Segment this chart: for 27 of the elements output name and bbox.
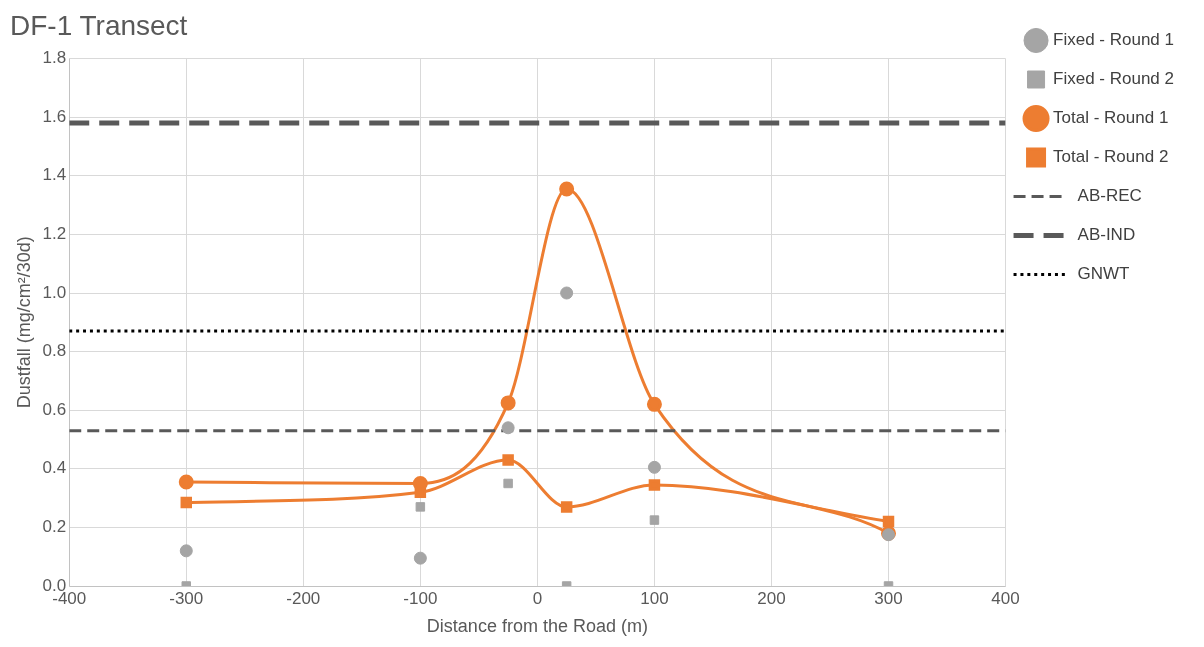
x-tick-label: -200 [286, 588, 321, 608]
legend-label: GNWT [1077, 264, 1130, 284]
x-tick-label: 100 [640, 588, 669, 608]
y-tick-label: 0.2 [42, 517, 67, 537]
x-tick-label: 300 [874, 588, 903, 608]
chart-title: DF-1 Transect [10, 9, 188, 41]
x-axis-title: Distance from the Road (m) [426, 616, 648, 637]
y-tick-label: 1.6 [42, 106, 67, 126]
y-tick-label: 1.8 [42, 48, 67, 68]
x-tick-label: 400 [991, 588, 1020, 608]
x-tick-label: -300 [169, 588, 204, 608]
y-tick-label: 1.0 [42, 282, 67, 302]
legend-label: AB-REC [1077, 186, 1142, 206]
legend-label: Total - Round 1 [1053, 108, 1169, 128]
legend-label: Fixed - Round 2 [1053, 69, 1174, 89]
x-tick-label: -100 [403, 588, 438, 608]
y-tick-label: 1.2 [42, 224, 67, 244]
legend-label: Total - Round 2 [1053, 147, 1169, 167]
legend-label: AB-IND [1077, 225, 1136, 245]
y-axis-title: Dustfall (mg/cm²/30d) [13, 236, 34, 409]
x-tick-label: 0 [532, 588, 543, 608]
y-tick-label: 0.4 [42, 458, 67, 478]
x-tick-label: 200 [757, 588, 786, 608]
y-tick-label: 0.8 [42, 341, 67, 361]
legend-label: Fixed - Round 1 [1053, 30, 1174, 50]
y-tick-label: 0.6 [42, 399, 67, 419]
y-tick-label: 1.4 [42, 165, 67, 185]
